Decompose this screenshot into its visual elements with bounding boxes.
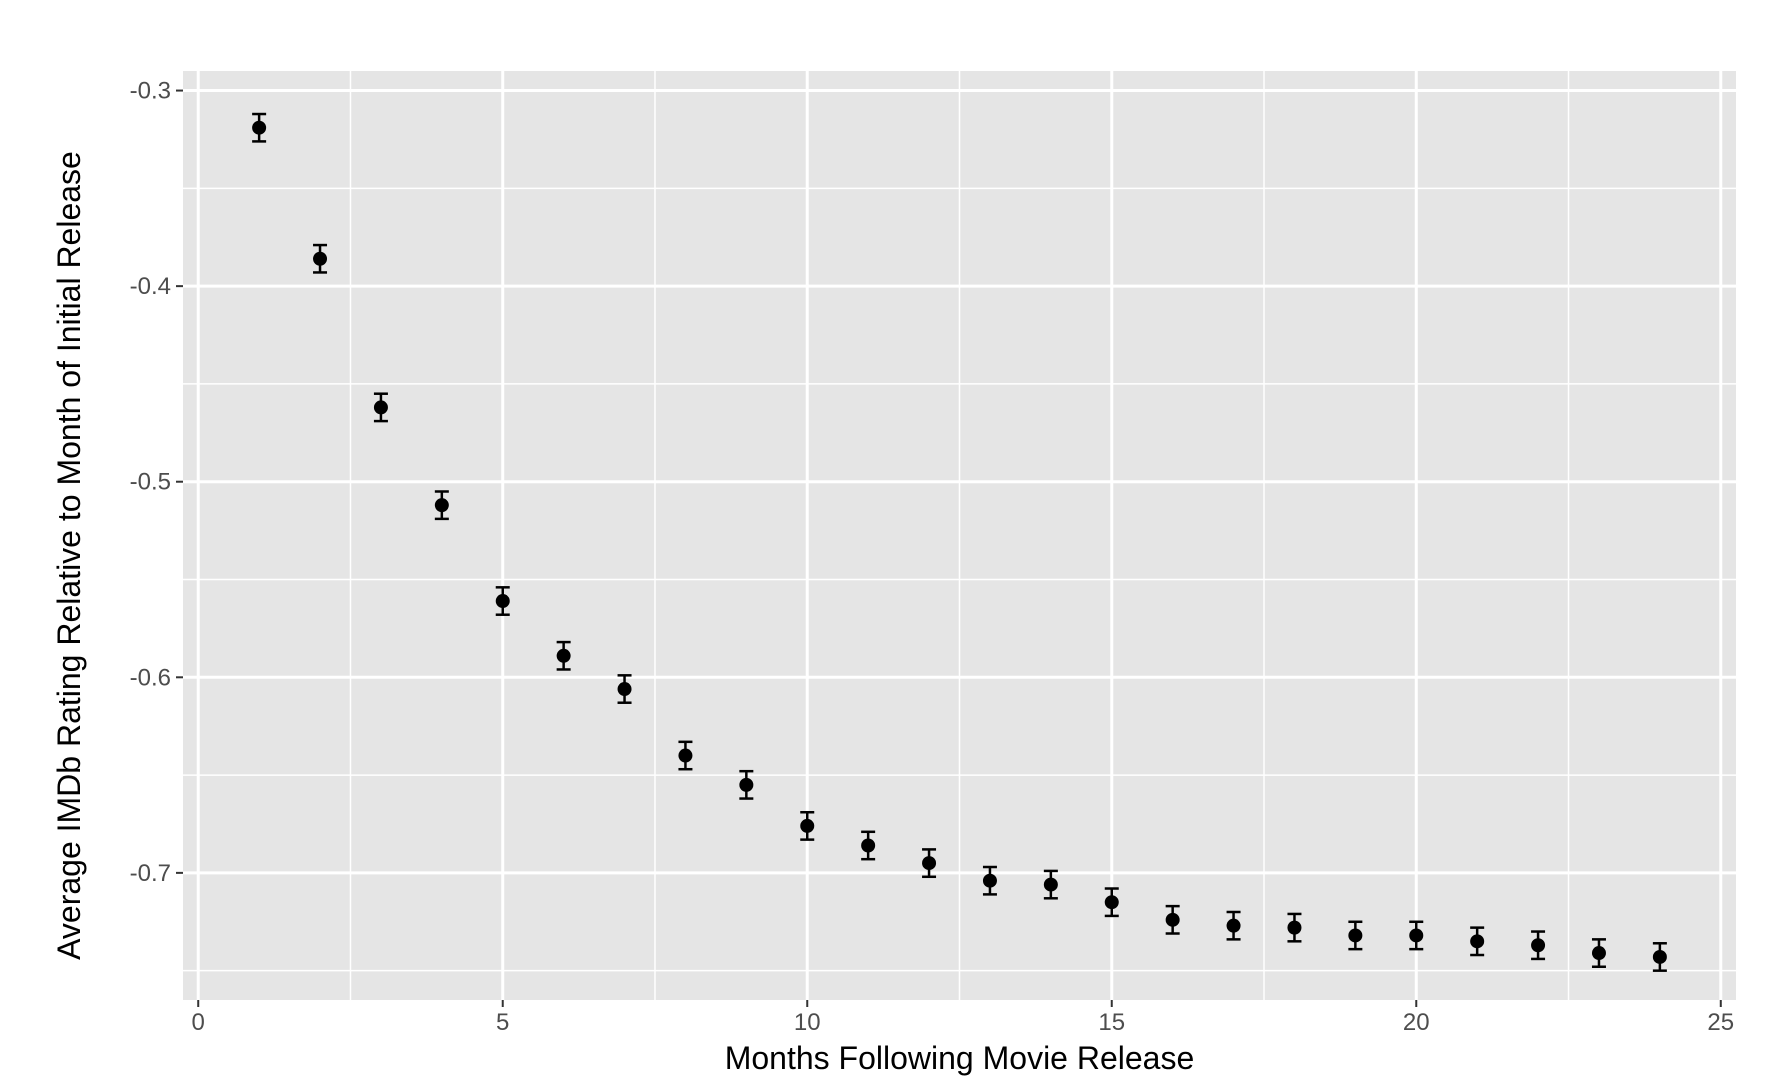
x-axis-ticks: 0 5 10 15 20 25 [192, 1000, 1734, 1036]
data-point [373, 400, 388, 415]
x-tick-label: 15 [1098, 1009, 1125, 1036]
data-point [617, 682, 632, 697]
x-tick-label: 0 [192, 1009, 205, 1036]
y-tick-label: -0.5 [130, 469, 171, 496]
data-point [434, 498, 449, 513]
data-points [252, 120, 1667, 964]
data-point [1591, 946, 1606, 961]
data-point [1226, 918, 1241, 933]
minor-gridlines [183, 71, 1736, 1000]
y-tick-label: -0.7 [130, 860, 171, 887]
y-tick-label: -0.3 [130, 78, 171, 105]
data-point [1348, 928, 1363, 943]
data-point [678, 748, 693, 763]
x-tick-label: 25 [1707, 1009, 1734, 1036]
y-axis-title: Average IMDb Rating Relative to Month of… [51, 151, 87, 960]
data-point [1470, 934, 1485, 949]
data-point [556, 648, 571, 663]
data-point [739, 777, 754, 792]
y-tick-label: -0.6 [130, 664, 171, 691]
data-point [861, 838, 876, 853]
y-axis-ticks: -0.3 -0.4 -0.5 -0.6 -0.7 [130, 78, 183, 887]
data-point [313, 251, 328, 266]
x-tick-label: 20 [1403, 1009, 1430, 1036]
data-point [252, 120, 267, 135]
data-point [1043, 877, 1058, 892]
data-point [1409, 928, 1424, 943]
data-point [800, 818, 815, 833]
data-point [1531, 938, 1546, 953]
data-point [1287, 920, 1302, 935]
x-tick-label: 5 [496, 1009, 509, 1036]
data-point [1165, 912, 1180, 927]
data-point [1652, 949, 1667, 964]
x-tick-label: 10 [794, 1009, 821, 1036]
y-tick-label: -0.4 [130, 273, 171, 300]
major-gridlines [183, 71, 1736, 1000]
data-point [982, 873, 997, 888]
x-axis-title: Months Following Movie Release [725, 1040, 1195, 1076]
data-point [1104, 895, 1119, 910]
data-point [495, 594, 510, 609]
data-point [922, 856, 937, 871]
